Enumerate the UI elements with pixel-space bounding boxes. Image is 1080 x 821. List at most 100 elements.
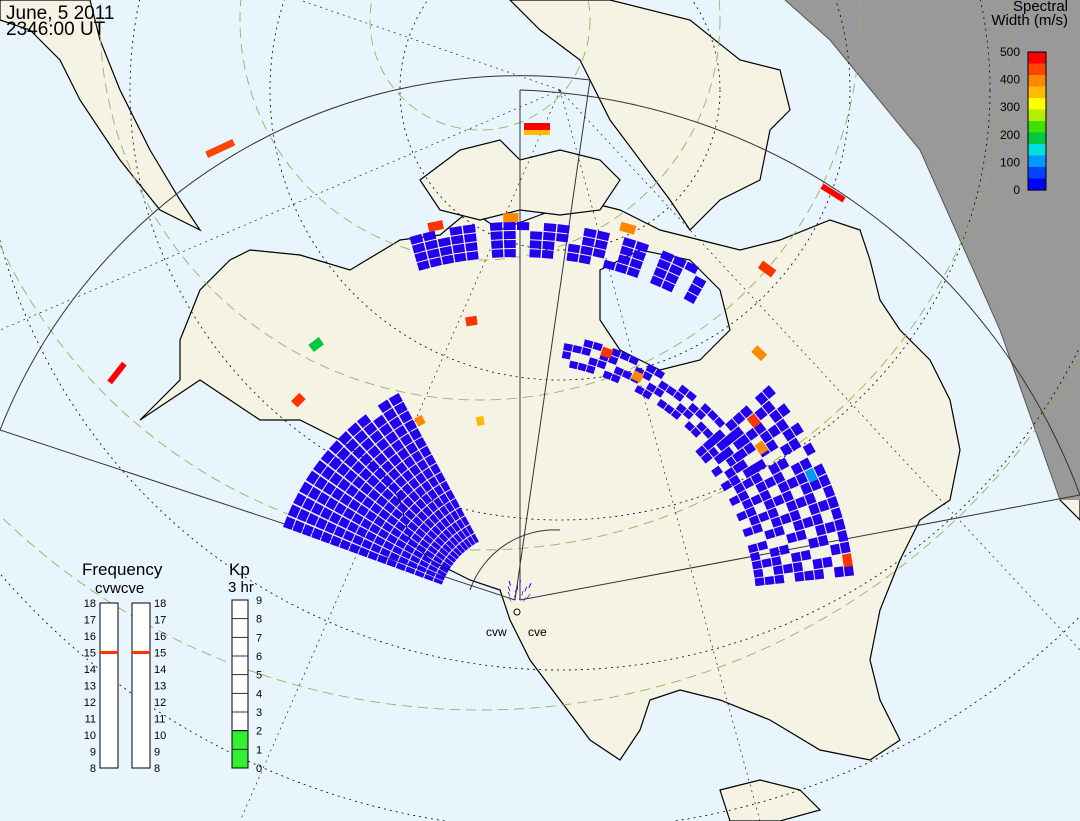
- echo-cell-west: [388, 416, 403, 430]
- echo-cell-west: [450, 510, 460, 521]
- echo-cell-north: [429, 257, 442, 268]
- echo-cell-west: [330, 535, 342, 548]
- echo-cell-west: [369, 523, 381, 535]
- echo-cell-west: [467, 536, 476, 546]
- echo-cell-west: [394, 425, 408, 438]
- echo-cell-west: [460, 516, 470, 527]
- echo-cell-west: [320, 507, 333, 520]
- echo-cell-west: [402, 496, 414, 508]
- echo-cell-east: [745, 427, 759, 441]
- echo-cell-west: [407, 560, 418, 570]
- echo-cell-west: [451, 522, 461, 533]
- echo-cell-west: [381, 474, 394, 487]
- echo-cell-north: [503, 222, 516, 231]
- echo-cell-west: [379, 423, 393, 437]
- echo-cell-north: [453, 252, 467, 263]
- colorbar-tick-label: 0: [1013, 183, 1020, 197]
- echo-cell-east: [737, 490, 750, 502]
- echo-cell-east: [742, 526, 754, 538]
- colorbar-title-line1: Spectral: [1012, 0, 1068, 15]
- echo-cell-north: [441, 254, 455, 265]
- echo-cell-west: [370, 502, 383, 515]
- echo-cell-mid: [673, 391, 685, 402]
- echo-cell-west: [353, 490, 367, 504]
- echo-cell-north: [543, 222, 557, 232]
- echo-cell-west: [427, 489, 438, 501]
- echo-cell-west: [358, 547, 370, 558]
- colorbar-tick-label: 400: [1000, 73, 1020, 87]
- echo-cell-west: [345, 484, 359, 498]
- echo-cell-highlight: [619, 221, 637, 235]
- echo-cell-west: [311, 502, 324, 516]
- echo-cell-west: [392, 545, 403, 556]
- echo-cell-north: [556, 224, 570, 234]
- echo-cell-west: [344, 469, 358, 483]
- echo-cell-west: [313, 460, 327, 475]
- echo-cell-west: [440, 480, 451, 492]
- echo-cell-north: [668, 263, 683, 277]
- frequency-tick-left: 15: [84, 648, 96, 660]
- echo-cell-mid: [610, 347, 622, 358]
- echo-cell-west: [441, 561, 452, 570]
- echo-cell-near: [519, 580, 521, 586]
- echo-cell-mid: [682, 408, 694, 420]
- echo-cell-north: [530, 231, 543, 240]
- echo-cell-west: [424, 550, 435, 560]
- echo-cell-east: [763, 498, 776, 510]
- echo-cell-east: [759, 489, 772, 502]
- kp-tick-label: 4: [256, 688, 262, 700]
- echo-cell-west: [405, 566, 416, 575]
- echo-cell-west: [415, 528, 426, 539]
- echo-cell-highlight: [804, 467, 819, 483]
- echo-cell-east: [762, 400, 776, 415]
- echo-cell-north: [466, 251, 479, 261]
- echo-cell-north: [490, 231, 503, 240]
- echo-cell-west: [382, 445, 396, 459]
- echo-cell-mid: [700, 403, 712, 415]
- echo-cell-mid: [732, 438, 744, 451]
- echo-cell-west: [329, 511, 342, 525]
- echo-cell-west: [296, 508, 310, 523]
- echo-cell-highlight: [600, 346, 614, 359]
- echo-cell-west: [325, 497, 339, 511]
- echo-cell-east: [792, 561, 804, 573]
- echo-cell-east: [782, 428, 796, 442]
- echo-cell-mid: [707, 409, 719, 421]
- echo-cell-mid: [714, 416, 726, 428]
- echo-cell-west: [351, 512, 364, 525]
- echo-cell-north: [656, 258, 671, 271]
- fov-inner-arc: [469, 529, 561, 591]
- echo-cell-east: [733, 482, 746, 494]
- meridian: [299, 0, 561, 91]
- echo-cell-west: [404, 419, 418, 432]
- echo-cell-north: [529, 249, 542, 258]
- echo-cell-mid: [657, 380, 669, 391]
- frequency-bar-cvw: [99, 602, 119, 769]
- echo-cell-east: [808, 502, 821, 516]
- echo-cell-east: [830, 543, 841, 556]
- frequency-tick-left: 12: [84, 697, 96, 709]
- echo-cell-north: [529, 240, 542, 249]
- echo-cell-north: [622, 237, 637, 249]
- timestamp-header: June, 5 2011 2346:00 UT: [6, 4, 114, 39]
- echo-cell-near: [524, 586, 528, 592]
- echo-cell-near: [521, 590, 524, 596]
- echo-cell-west: [339, 539, 351, 551]
- echo-cell-west: [301, 523, 314, 537]
- echo-cell-mid: [663, 404, 675, 415]
- echo-cell-west: [404, 544, 415, 554]
- frequency-tick-left: 11: [85, 714, 96, 726]
- colorbar-title: Spectral Width (m/s): [991, 0, 1068, 28]
- echo-cell-east: [753, 568, 764, 578]
- echo-cell-west: [382, 521, 394, 533]
- echo-cell-west: [414, 485, 426, 498]
- echo-cell-mid: [607, 355, 619, 366]
- echo-cell-west: [391, 439, 405, 453]
- echo-cell-west: [419, 445, 432, 458]
- echo-cell-east: [788, 437, 802, 452]
- echo-cell-east: [837, 529, 849, 543]
- echo-cell-west: [431, 541, 442, 551]
- meridian: [559, 89, 761, 821]
- echo-cell-west: [416, 544, 427, 554]
